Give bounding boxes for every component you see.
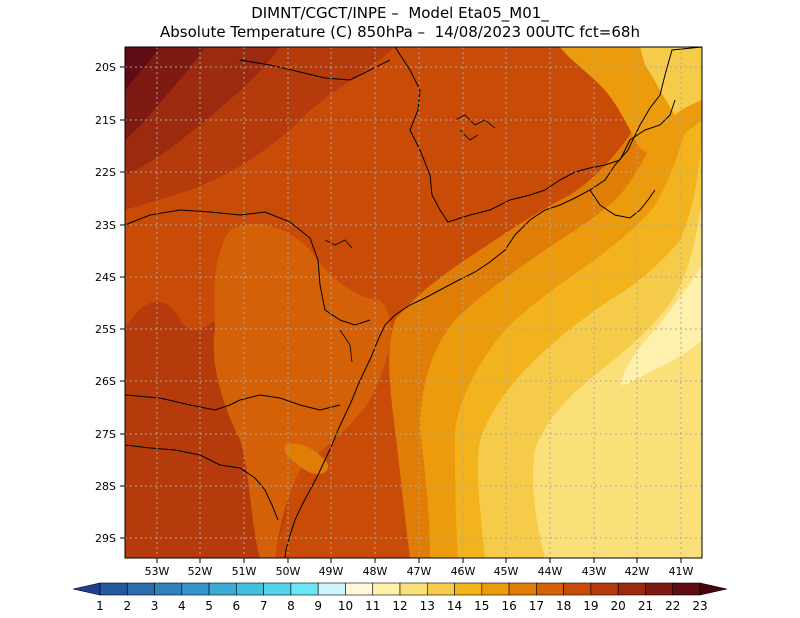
colorbar-label: 13 [420, 599, 435, 613]
field-band-12 [620, 265, 702, 385]
lon-label: 45W [494, 565, 519, 578]
colorbar-box [426, 582, 455, 596]
colorbar-box [454, 582, 483, 596]
colorbar-label: 22 [665, 599, 680, 613]
colorbar-box [563, 582, 592, 596]
colorbar-box [236, 582, 264, 596]
lon-label: 53W [145, 565, 170, 578]
colorbar-label: 2 [123, 599, 131, 613]
colorbar-box [126, 582, 155, 596]
colorbar-box [590, 582, 619, 596]
coastline [125, 47, 702, 558]
field-band-23 [125, 47, 160, 90]
lon-label: 52W [188, 565, 213, 578]
colorbar-label: 19 [583, 599, 598, 613]
lat-label: 24S [95, 271, 116, 284]
colorbar-label: 14 [447, 599, 462, 613]
field-band-13 [533, 200, 702, 558]
field-band-22 [125, 47, 205, 140]
lon-label: 46W [451, 565, 476, 578]
colorbar-arrow-right [699, 582, 728, 596]
colorbar-arrow-left [72, 582, 101, 596]
colorbar-box [481, 582, 510, 596]
lat-label: 29S [95, 532, 116, 545]
colorbar-label: 8 [287, 599, 295, 613]
field-band-14-north [640, 47, 702, 115]
lon-label: 44W [538, 565, 563, 578]
colorbar-label: 18 [556, 599, 571, 613]
lat-label: 27S [95, 428, 116, 441]
colorbar-label: 1 [96, 599, 104, 613]
lon-label: 48W [363, 565, 388, 578]
lat-label: 21S [95, 114, 116, 127]
colorbar-box [181, 582, 210, 596]
lon-label: 42W [625, 565, 650, 578]
colorbar-boxes [72, 582, 728, 596]
map-frame [124, 46, 703, 559]
lat-label: 28S [95, 480, 116, 493]
lat-label: 22S [95, 166, 116, 179]
colorbar-box [372, 582, 401, 596]
lon-label: 47W [407, 565, 432, 578]
colorbar-box [617, 582, 646, 596]
colorbar-labels: 1 2 3 4 5 6 7 8 9 10 11 12 13 14 15 16 17 18 19 20 21 22 23 [96, 599, 707, 613]
colorbar-box [317, 582, 346, 596]
lon-label: 50W [276, 565, 301, 578]
colorbar-label: 17 [529, 599, 544, 613]
field-patch-17 [284, 443, 329, 475]
colorbar-label: 7 [260, 599, 268, 613]
colorbar-box [290, 582, 319, 596]
colorbar-label: 10 [338, 599, 353, 613]
field-band-18-central [213, 223, 391, 558]
colorbar-box [208, 582, 237, 596]
colorbar-label: 23 [692, 599, 707, 613]
colorbar-box [536, 582, 564, 596]
map-title-line1: DIMNT/CGCT/INPE – Model Eta05_M01_ [251, 4, 549, 22]
colorbar-label: 5 [205, 599, 213, 613]
lat-label: 26S [95, 375, 116, 388]
colorbar-box [645, 582, 674, 596]
lon-label: 51W [232, 565, 257, 578]
colorbar-box [154, 582, 183, 596]
lat-label: 25S [95, 323, 116, 336]
colorbar-label: 11 [365, 599, 380, 613]
colorbar-label: 20 [611, 599, 626, 613]
colorbar-label: 3 [151, 599, 159, 613]
lat-label: 20S [95, 61, 116, 74]
colorbar-box [99, 582, 128, 596]
colorbar-box [672, 582, 701, 596]
map-title-line2: Absolute Temperature (C) 850hPa – 14/08/… [160, 23, 640, 41]
lon-label: 41W [669, 565, 694, 578]
colorbar-label: 4 [178, 599, 186, 613]
colorbar-label: 9 [314, 599, 322, 613]
lat-label: 23S [95, 219, 116, 232]
colorbar-box [263, 582, 292, 596]
colorbar-label: 6 [233, 599, 241, 613]
colorbar-box [508, 582, 537, 596]
lon-label: 49W [319, 565, 344, 578]
colorbar-label: 21 [638, 599, 653, 613]
lon-label: 43W [582, 565, 607, 578]
colorbar-label: 16 [501, 599, 516, 613]
colorbar-label: 12 [392, 599, 407, 613]
colorbar-box [399, 582, 428, 596]
temperature-field [125, 47, 702, 558]
colorbar-box [345, 582, 374, 596]
axis-ticks [120, 66, 682, 563]
lat-lon-grid [125, 47, 702, 558]
colorbar-label: 15 [474, 599, 489, 613]
